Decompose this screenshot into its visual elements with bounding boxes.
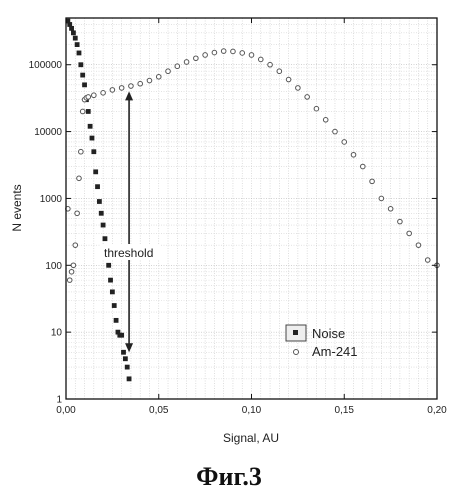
data-point <box>361 164 366 169</box>
y-tick-label: 1 <box>56 395 62 406</box>
data-point <box>114 318 119 323</box>
data-point <box>88 124 93 129</box>
data-point <box>119 333 124 338</box>
data-point <box>75 42 80 47</box>
x-tick-label: 0,05 <box>149 405 169 416</box>
data-point <box>106 263 111 268</box>
data-point <box>77 176 82 181</box>
data-point <box>231 49 236 54</box>
data-point <box>407 231 412 236</box>
data-point <box>194 56 199 61</box>
data-point <box>80 73 85 78</box>
data-point <box>314 106 319 111</box>
y-tick-label: 10000 <box>34 127 62 138</box>
data-point <box>212 50 217 55</box>
x-tick-label: 0,00 <box>56 405 76 416</box>
data-point <box>110 289 115 294</box>
data-point <box>71 263 76 268</box>
data-point <box>138 81 143 86</box>
data-point <box>73 36 78 41</box>
data-point <box>119 86 124 91</box>
data-point <box>342 140 347 145</box>
data-point <box>175 64 180 69</box>
x-axis-label: Signal, AU <box>223 431 279 445</box>
data-point <box>425 258 430 263</box>
data-point <box>69 26 74 31</box>
data-point <box>86 95 91 100</box>
data-point <box>129 84 134 89</box>
data-point <box>398 219 403 224</box>
data-point <box>92 93 97 98</box>
y-tick-label: 10 <box>51 328 63 339</box>
data-point <box>121 350 126 355</box>
data-point <box>75 211 80 216</box>
data-point <box>147 78 152 83</box>
y-axis-label: N events <box>10 184 24 231</box>
threshold-label: threshold <box>104 246 153 260</box>
data-point <box>166 69 171 74</box>
data-point <box>379 196 384 201</box>
data-point <box>86 109 91 114</box>
data-point <box>78 62 83 67</box>
data-point <box>82 82 87 87</box>
data-point <box>184 60 189 65</box>
x-tick-label: 0,10 <box>242 405 262 416</box>
data-point <box>305 95 310 100</box>
data-point <box>97 199 102 204</box>
data-point <box>93 169 98 174</box>
data-point <box>69 269 74 274</box>
data-point <box>388 206 393 211</box>
data-point <box>240 51 245 56</box>
data-point <box>71 30 76 35</box>
y-tick-label: 100000 <box>29 60 63 71</box>
legend-noise-marker <box>293 330 298 335</box>
chart: 0,00 0,05 0,10 0,15 0,20 1 10 100 1000 10000 10000… <box>0 0 458 462</box>
x-tick-label: 0,20 <box>427 405 447 416</box>
legend-am241-label: Am-241 <box>312 344 358 359</box>
data-point <box>249 53 254 58</box>
x-tick-label: 0,15 <box>335 405 355 416</box>
data-point <box>101 91 106 96</box>
data-point <box>90 136 95 141</box>
data-point <box>416 243 421 248</box>
data-point <box>286 77 291 82</box>
data-point <box>123 356 128 361</box>
data-point <box>156 74 161 79</box>
data-point <box>333 129 338 134</box>
data-point <box>258 57 263 62</box>
legend-am241-marker <box>294 350 299 355</box>
data-point <box>99 211 104 216</box>
data-point <box>112 303 117 308</box>
data-point <box>103 236 108 241</box>
y-tick-label: 100 <box>45 261 62 272</box>
data-point <box>370 179 375 184</box>
data-point <box>203 53 208 58</box>
data-point <box>73 243 78 248</box>
data-point <box>77 51 82 56</box>
data-point <box>296 86 301 91</box>
legend-noise-label: Noise <box>312 326 345 341</box>
data-point <box>101 223 106 228</box>
data-point <box>323 118 328 123</box>
data-point <box>268 62 273 67</box>
data-point <box>221 49 226 54</box>
data-point <box>110 88 115 93</box>
data-point <box>108 278 113 283</box>
figure-caption: Фиг.3 <box>0 462 458 492</box>
y-tick-label: 1000 <box>40 194 63 205</box>
data-point <box>277 69 282 74</box>
data-point <box>91 149 96 154</box>
data-point <box>67 278 72 283</box>
data-point <box>95 184 100 189</box>
data-point <box>125 365 130 370</box>
data-point <box>79 149 84 154</box>
data-point <box>127 376 132 381</box>
data-point <box>80 109 85 114</box>
data-point <box>351 152 356 157</box>
